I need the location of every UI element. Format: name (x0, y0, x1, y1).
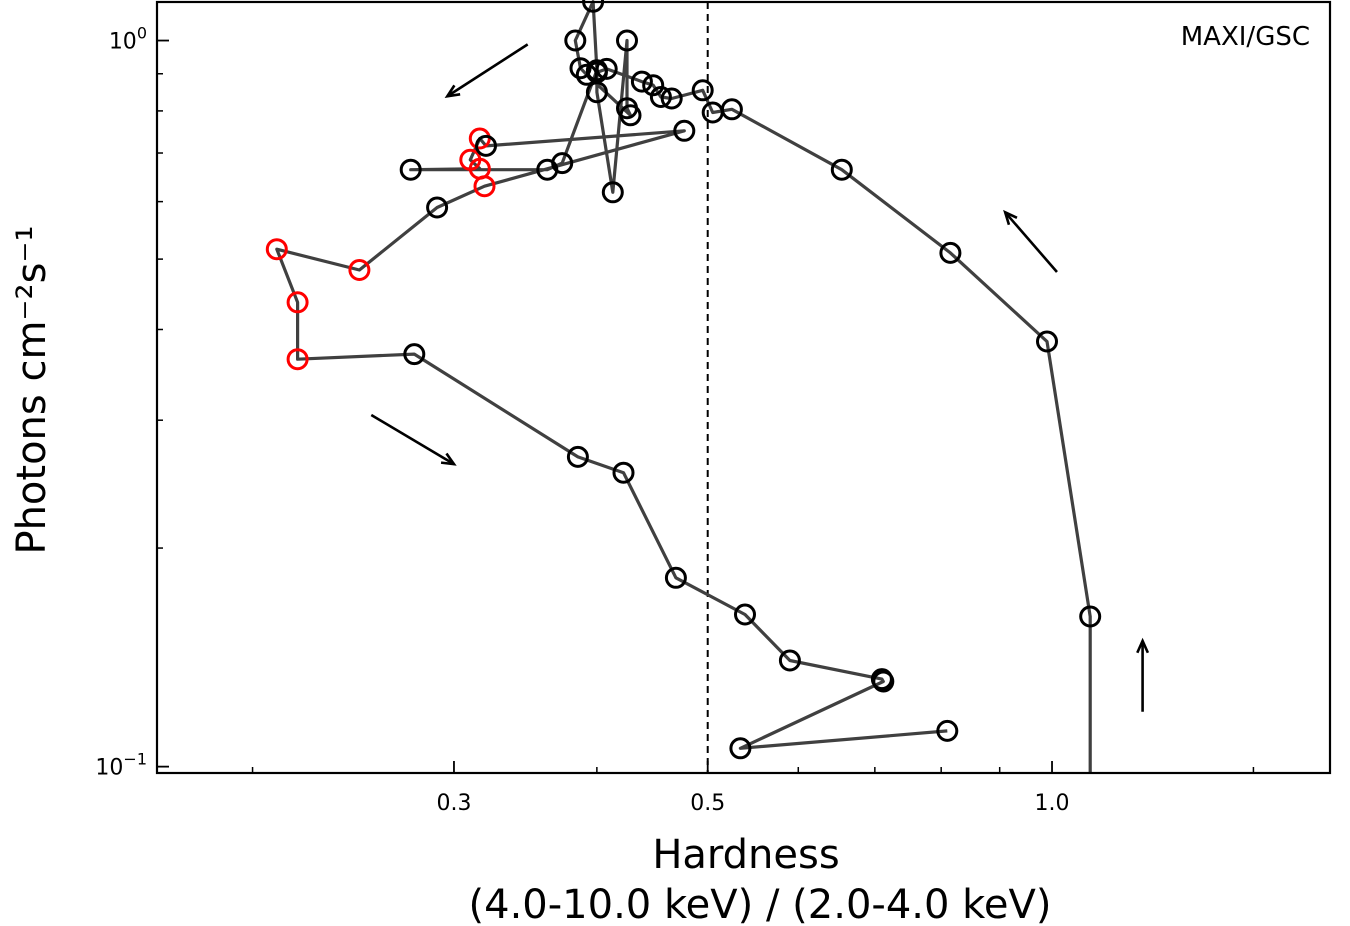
data-point-46 (729, 737, 752, 760)
data-point-36 (286, 291, 309, 314)
data-point-15 (601, 181, 624, 204)
x-tick-label-0: 0.3 (436, 791, 471, 816)
x-axis-title-line1: Hardness (652, 832, 839, 878)
arrow-0-shaft (1004, 211, 1058, 273)
data-point-3 (939, 241, 962, 264)
data-point-33 (426, 196, 449, 219)
ticks-layer: 0.3 0.5 1.0 100 10−1 (95, 24, 1255, 816)
plot-frame (155, 0, 1332, 775)
data-point-42 (734, 603, 756, 626)
data-point-31 (673, 119, 696, 142)
arrows-layer (370, 43, 1150, 712)
arrow-1-shaft (446, 43, 529, 98)
arrow-1-head (444, 84, 461, 99)
arrow-2-shaft (370, 413, 455, 466)
data-point-47 (936, 719, 959, 742)
data-point-2 (1036, 330, 1058, 353)
data-point-40 (612, 461, 635, 484)
y-tick-label-0: 100 (109, 24, 147, 55)
data-point-45 (872, 670, 895, 693)
data-point-14 (585, 81, 608, 104)
arrow-3-head (1136, 637, 1150, 654)
data-point-16 (616, 29, 638, 52)
data-point-28 (459, 148, 482, 171)
data-point-10 (642, 74, 665, 97)
data-point-21 (564, 29, 587, 52)
track-line-layer (275, 0, 1092, 773)
data-point-1 (1079, 605, 1102, 628)
data-point-18 (619, 104, 642, 127)
data-point-41 (664, 566, 687, 589)
data-point-43 (778, 649, 801, 672)
points-layer (265, 0, 1102, 760)
track-line (275, 0, 1092, 773)
x-axis-title-line2: (4.0-10.0 keV) / (2.0-4.0 keV) (469, 882, 1052, 926)
data-point-8 (660, 87, 683, 110)
data-point-26 (399, 158, 422, 181)
data-point-11 (630, 70, 653, 93)
data-point-7 (691, 79, 714, 102)
data-point-34 (348, 259, 371, 281)
data-point-23 (585, 59, 608, 82)
data-point-20 (569, 57, 592, 80)
data-point-35 (265, 238, 288, 261)
data-point-25 (536, 158, 559, 181)
x-tick-label-2: 1.0 (1035, 791, 1070, 816)
arrow-2-head (440, 452, 457, 466)
maxi-gsc-label: MAXI/GSC (1181, 22, 1310, 52)
y-tick-label-1: 10−1 (95, 750, 147, 781)
data-point-32 (473, 175, 496, 198)
data-point-39 (566, 445, 589, 468)
data-point-4 (830, 158, 853, 181)
y-axis-title: Photons cm⁻²s⁻¹ (9, 225, 55, 554)
data-point-37 (286, 348, 309, 371)
data-point-38 (403, 343, 426, 366)
data-point-19 (575, 63, 598, 86)
data-point-12 (595, 57, 618, 80)
data-point-30 (475, 134, 497, 157)
arrow-0-head (1003, 209, 1018, 226)
x-tick-label-1: 0.5 (690, 791, 725, 816)
data-point-6 (701, 101, 724, 124)
